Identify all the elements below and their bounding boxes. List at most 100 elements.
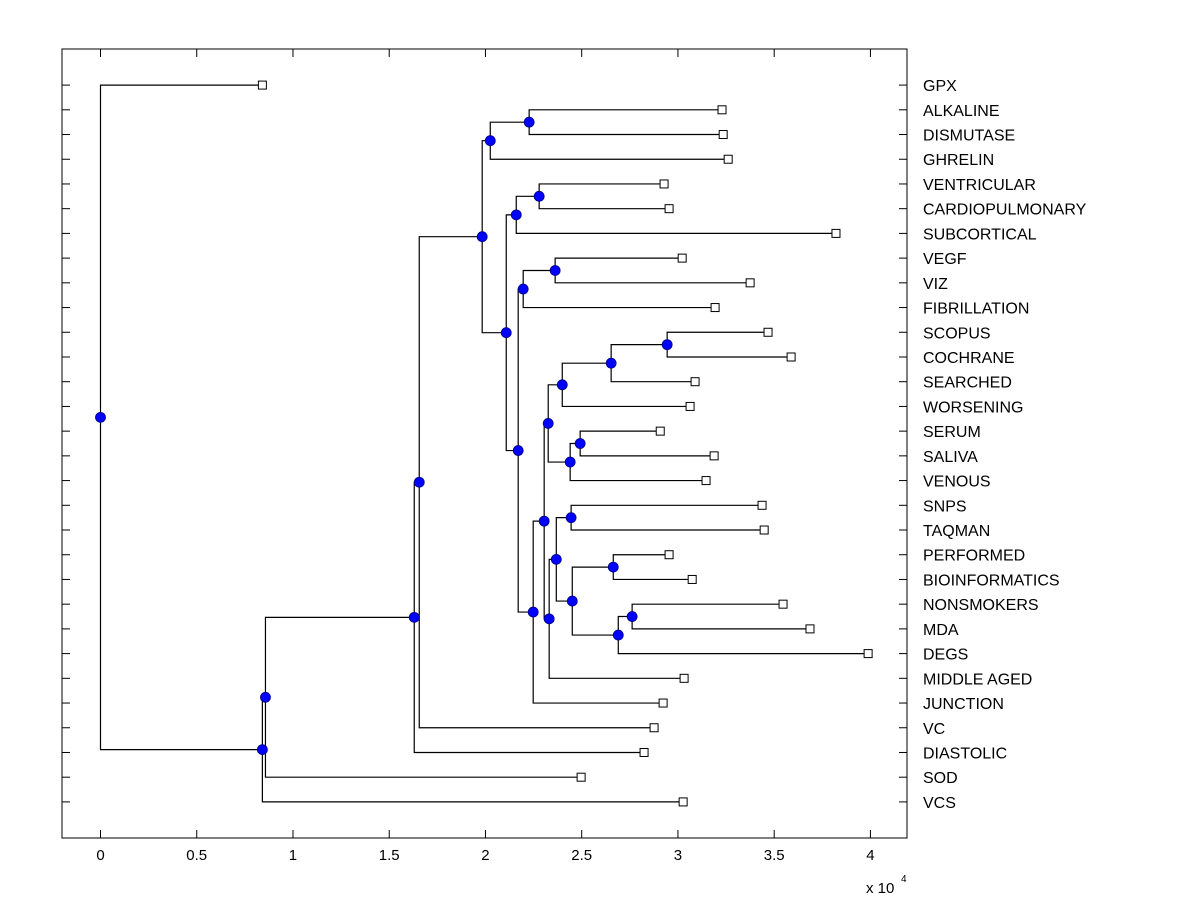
leaf-marker [664, 550, 674, 560]
leaf-label: VCS [923, 795, 956, 812]
leaf-marker [659, 179, 669, 189]
plot-frame [61, 48, 908, 839]
leaf-label: COCHRANE [923, 350, 1015, 367]
leaf-marker [709, 451, 719, 461]
x-multiplier-label: x 10 [866, 880, 894, 897]
leaf-marker [763, 327, 773, 337]
node-marker [523, 116, 535, 128]
leaf-marker [778, 599, 788, 609]
leaf-label: JUNCTION [923, 696, 1004, 713]
leaf-marker [687, 574, 697, 584]
leaf-label: VENTRICULAR [923, 177, 1036, 194]
node-marker [661, 339, 673, 351]
leaf-marker [717, 105, 727, 115]
leaf-marker [805, 624, 815, 634]
node-marker [538, 515, 550, 527]
leaf-label: GPX [923, 78, 957, 95]
leaf-label: SEARCHED [923, 375, 1012, 392]
leaf-label: DEGS [923, 647, 968, 664]
leaf-label: FIBRILLATION [923, 301, 1029, 318]
node-marker [607, 561, 619, 573]
leaf-label: ALKALINE [923, 103, 999, 120]
leaf-label: WORSENING [923, 399, 1023, 416]
node-marker [543, 613, 555, 625]
node-marker [550, 553, 562, 565]
x-tick-label: 2.5 [571, 847, 592, 864]
leaf-label: TAQMAN [923, 523, 990, 540]
node-marker [408, 611, 420, 623]
leaf-marker [685, 401, 695, 411]
leaf-marker [723, 154, 733, 164]
leaf-label: VC [923, 721, 945, 738]
leaf-label: SOD [923, 770, 958, 787]
leaf-label: VENOUS [923, 474, 991, 491]
x-tick-label: 2 [481, 847, 489, 864]
leaf-label: SALIVA [923, 449, 978, 466]
leaf-label: NONSMOKERS [923, 597, 1039, 614]
x-multiplier-exponent: 4 [901, 874, 907, 885]
leaf-label: VIZ [923, 276, 948, 293]
leaf-label: DIASTOLIC [923, 745, 1007, 762]
leaf-label: MIDDLE AGED [923, 671, 1032, 688]
node-markers [95, 116, 673, 755]
node-marker [512, 445, 524, 456]
node-marker [413, 476, 425, 488]
node-marker [605, 357, 617, 369]
leaf-marker [690, 377, 700, 387]
node-marker [549, 265, 561, 276]
node-marker [533, 190, 545, 202]
node-marker [542, 418, 554, 429]
leaf-label: SERUM [923, 424, 981, 441]
node-marker [574, 438, 586, 449]
leaf-marker [678, 797, 688, 807]
leaf-label: SCOPUS [923, 325, 991, 342]
x-tick-label: 0 [96, 847, 104, 864]
leaf-marker [786, 352, 796, 362]
x-tick-label: 1.5 [379, 847, 400, 864]
leaf-label: SNPS [923, 498, 967, 515]
plot-background [62, 49, 907, 838]
node-marker [260, 691, 271, 703]
x-tick-label: 3 [674, 847, 682, 864]
node-marker [517, 283, 529, 295]
leaf-marker [658, 698, 668, 708]
leaf-label: SUBCORTICAL [923, 226, 1037, 243]
leaf-markers [257, 80, 873, 807]
leaf-marker [664, 204, 674, 214]
leaf-marker [655, 426, 665, 436]
leaf-marker [863, 649, 873, 659]
leaf-label: MDA [923, 622, 959, 639]
node-marker [476, 231, 488, 243]
leaf-marker [759, 525, 769, 535]
leaf-marker [257, 80, 267, 90]
leaf-marker [649, 723, 659, 733]
leaf-marker [710, 303, 720, 313]
leaf-labels: GPX ALKALINE DISMUTASE GHRELIN VENTRICULAR CA… [923, 78, 1087, 812]
x-tick-label: 1 [289, 847, 297, 864]
leaf-marker [576, 772, 586, 782]
leaf-marker [639, 747, 649, 757]
leaf-marker [679, 673, 689, 683]
leaf-marker [701, 476, 711, 486]
leaf-label: GHRELIN [923, 152, 994, 169]
y-axis [62, 84, 907, 803]
leaf-label: PERFORMED [923, 548, 1025, 565]
x-tick-label: 3.5 [764, 847, 785, 864]
node-marker [510, 209, 522, 221]
node-marker [527, 606, 539, 618]
leaf-marker [745, 278, 755, 288]
node-marker [556, 379, 568, 391]
leaf-label: CARDIOPULMONARY [923, 202, 1087, 219]
node-marker [484, 135, 496, 147]
x-axis: 0 0.5 1 1.5 2 2.5 3 3.5 4 [96, 49, 875, 864]
node-marker [612, 629, 624, 641]
node-marker [564, 456, 576, 468]
leaf-marker [831, 228, 841, 238]
leaf-marker [677, 253, 687, 263]
node-marker [565, 512, 577, 524]
leaf-marker [718, 130, 728, 140]
node-marker [566, 595, 578, 607]
leaf-label: DISMUTASE [923, 128, 1015, 145]
node-marker [626, 611, 638, 622]
